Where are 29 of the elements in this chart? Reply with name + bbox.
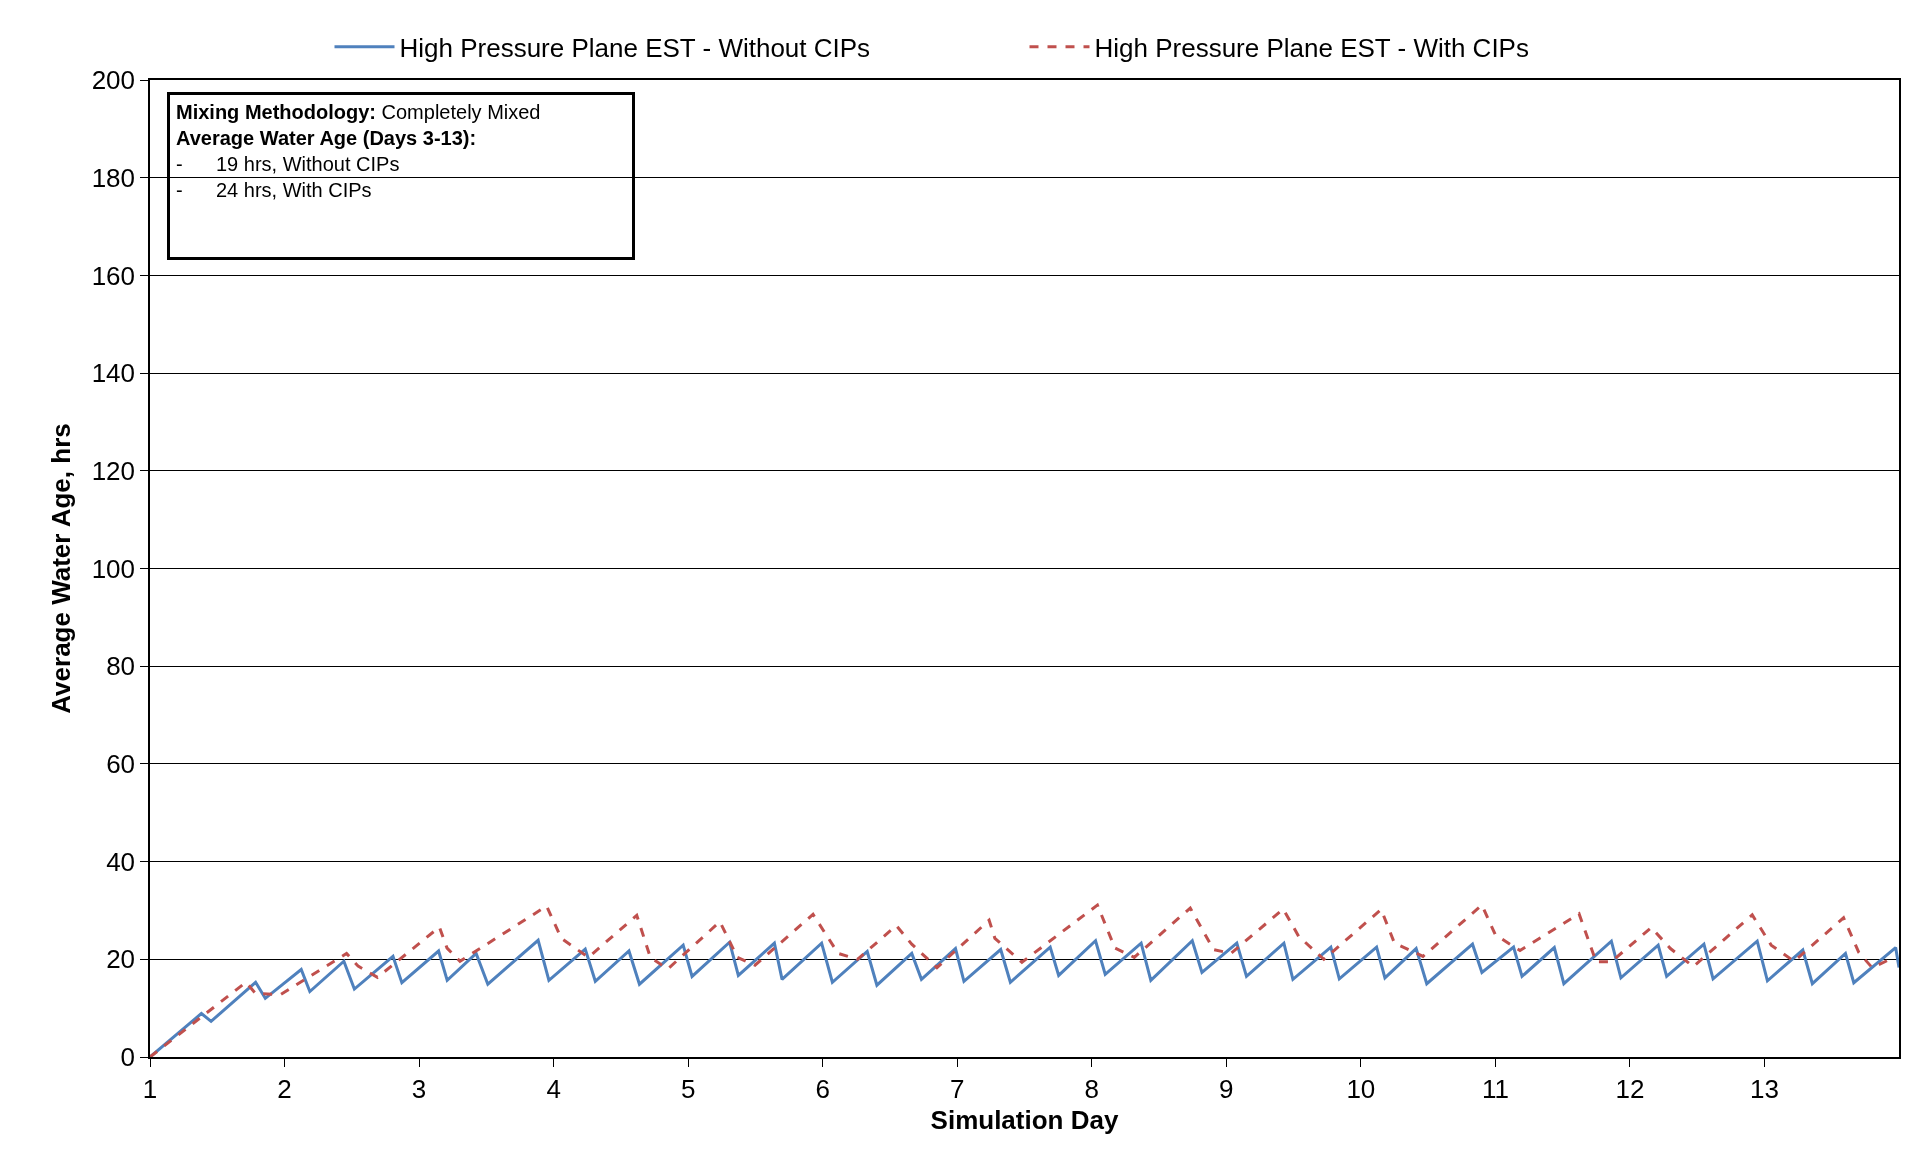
y-axis-title: Average Water Age, hrs [45,423,76,714]
y-tick-label: 0 [120,1042,136,1073]
x-tick-label: 10 [1346,1073,1376,1104]
legend-label: High Pressure Plane EST - Without CIPs [399,32,871,63]
y-tick-label: 60 [106,749,136,779]
x-tick-label: 11 [1481,1073,1509,1104]
x-tick-label: 12 [1615,1073,1645,1104]
y-tick-label: 160 [91,260,136,291]
x-tick-label: 9 [1219,1073,1234,1104]
x-tick-label: 1 [142,1073,158,1104]
x-tick-label: 4 [546,1073,561,1104]
x-tick-label: 8 [1084,1073,1099,1104]
x-tick-label: 7 [950,1073,965,1104]
y-tick-label: 180 [91,162,136,193]
x-tick-label: 5 [680,1073,696,1104]
x-tick-label: 6 [815,1073,830,1104]
annotation: Mixing Methodology: Completely Mixed Average Water Age (Days 3-13): - 19 hrs, Without CIPs - 24 hrs, With CIPs [176,101,541,201]
y-tick-label: 80 [106,651,136,682]
y-tick-label: 140 [91,358,136,389]
legend-label: High Pressure Plane EST - With CIPs [1094,32,1529,63]
y-tick-label: 120 [91,455,136,486]
x-tick-label: 3 [411,1073,427,1104]
y-tick-label: 100 [91,553,136,584]
x-tick-label: 2 [277,1073,292,1104]
x-tick-label: 13 [1750,1073,1779,1104]
y-tick-label: 40 [106,846,136,877]
y-tick-label: 20 [106,944,136,975]
x-axis-title: Simulation Day [930,1105,1119,1136]
y-tick-label: 200 [91,65,136,96]
